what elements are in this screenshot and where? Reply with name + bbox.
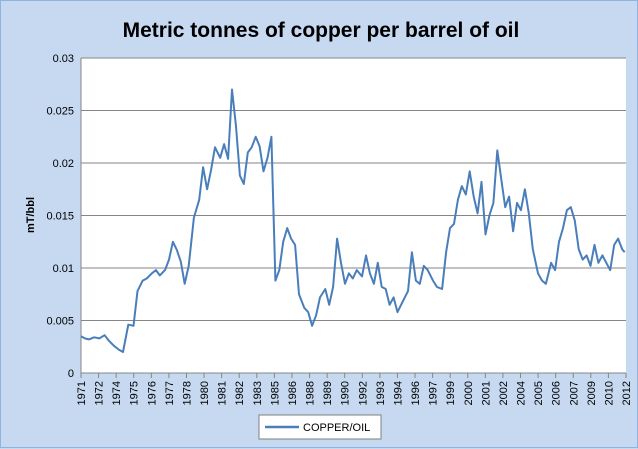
x-tick-label: 1975 [129,381,141,405]
y-tick-label: 0.005 [46,316,74,328]
x-tick-label: 1981 [217,381,229,405]
x-tick-label: 1999 [445,381,457,405]
x-tick-label: 1990 [340,381,352,405]
series-layer [80,88,626,353]
x-tick-label: 1993 [375,381,387,405]
x-tick-label: 1986 [287,381,299,405]
x-tick-label: 1980 [199,381,211,405]
gridlines [80,57,626,374]
x-tick-label: 2009 [586,381,598,405]
x-tick-label: 1972 [94,381,106,405]
y-tick-label: 0.03 [53,53,74,65]
x-tick-label: 2007 [568,381,580,405]
x-tick-label: 1989 [322,381,334,405]
x-tick-label: 1977 [164,381,176,405]
x-tick-label: 2002 [498,381,510,405]
series-line-copper-oil [80,88,626,353]
y-tick-label: 0 [68,368,74,380]
y-tick-label: 0.02 [53,158,74,170]
x-tick-label: 2010 [603,381,615,405]
legend-label: COPPER/OIL [303,422,370,434]
x-tick-label: 1997 [428,381,440,405]
x-tick-label: 1978 [181,381,193,405]
x-tick-label: 1971 [76,381,88,405]
x-tick-label: 1983 [252,381,264,405]
y-axis-ticks: 0 0.005 0.01 0.015 0.02 0.025 0.03 [46,53,74,380]
y-tick-label: 0.01 [53,263,74,275]
x-tick-label: 1996 [410,381,422,405]
x-axis-ticks: 1971 1972 1974 1975 1976 1977 1978 1980 1981 1982… [76,373,633,405]
y-axis-label: mT/bbl [25,197,37,233]
legend: COPPER/OIL [258,414,382,440]
y-tick-label: 0.015 [46,211,74,223]
x-tick-label: 2005 [533,381,545,405]
x-tick-label: 2000 [463,381,475,405]
y-tick-label: 0.025 [46,106,74,118]
x-tick-label: 1976 [146,381,158,405]
x-tick-label: 2006 [551,381,563,405]
chart-title: Metric tonnes of copper per barrel of oi… [123,19,520,42]
x-tick-label: 2004 [516,381,528,405]
x-tick-label: 2001 [480,381,492,405]
x-tick-label: 1982 [234,381,246,405]
x-tick-label: 1994 [392,381,404,405]
x-tick-label: 1974 [111,381,123,405]
x-tick-label: 1988 [305,381,317,405]
x-tick-label: 2012 [621,381,633,405]
x-tick-label: 1992 [357,381,369,405]
x-tick-label: 1985 [269,381,281,405]
